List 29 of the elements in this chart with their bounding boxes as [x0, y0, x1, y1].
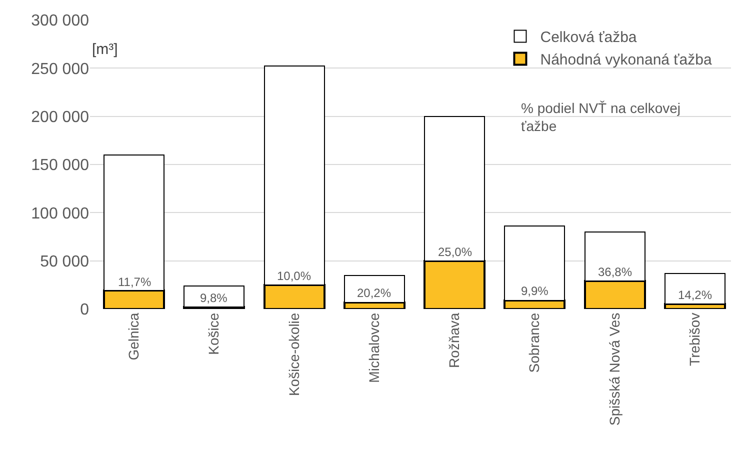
x-tick-label: Trebišov	[686, 312, 702, 366]
annotation: 20,2%	[357, 286, 392, 300]
y-tick-label: 200 000	[31, 108, 90, 126]
annotation: 36,8%	[598, 265, 632, 279]
annotation: 10,0%	[277, 269, 312, 283]
legend-label: Celková ťažba	[540, 29, 638, 46]
bar	[184, 285, 245, 308]
annotation: % podiel NVŤ na celkovej ťažbe	[521, 100, 681, 134]
y-tick-label: 50 000	[40, 253, 90, 270]
y-tick-label: 0	[80, 302, 90, 319]
y-tick-label: 300 000	[31, 12, 90, 30]
x-tick-label: Sobrance	[526, 312, 542, 373]
annotation: 14,2%	[678, 288, 712, 302]
x-tick-label: Spišská Nová Ves	[606, 312, 622, 426]
annotation: 9,9%	[521, 284, 549, 298]
legend-label: Náhodná vykonaná ťažba	[540, 52, 712, 69]
x-tick-label: Rožňava	[446, 312, 462, 368]
y-tick-label: 250 000	[31, 60, 90, 78]
x-tick-label: Košice	[206, 312, 222, 355]
x-tick-label: Michalovce	[366, 312, 382, 383]
y-tick-label: 100 000	[31, 205, 90, 222]
x-tick-label: Gelnica	[126, 312, 142, 360]
y-tick-label: 150 000	[31, 157, 90, 174]
y-axis-title: [m³]	[92, 41, 118, 58]
annotation: 11,7%	[118, 275, 152, 289]
bar	[664, 272, 726, 305]
annotation: 9,8%	[200, 291, 228, 305]
x-tick-label: Košice-okolie	[286, 312, 302, 396]
annotation: 25,0%	[438, 245, 472, 259]
